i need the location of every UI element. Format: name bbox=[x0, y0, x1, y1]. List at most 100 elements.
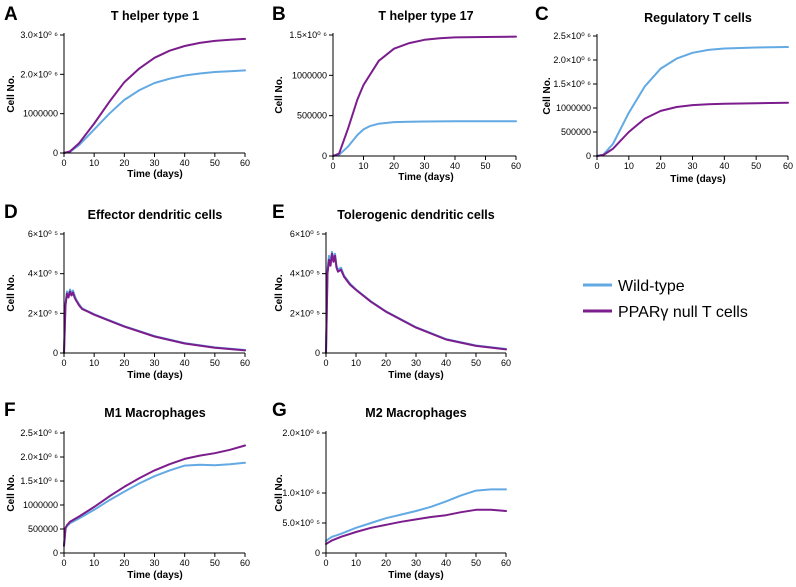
x-tick-label: 30 bbox=[419, 161, 429, 171]
y-axis-label: Cell No. bbox=[6, 75, 17, 112]
y-tick-label: 0 bbox=[53, 548, 58, 558]
y-axis-label: Cell No. bbox=[274, 274, 285, 311]
panel-m1-macrophages: F M1 Macrophages Time (days) Cell No. 0 1… bbox=[4, 400, 250, 581]
x-axis-label: Time (days) bbox=[670, 174, 725, 185]
series-line-wild-type bbox=[63, 461, 246, 547]
x-tick-label: 50 bbox=[751, 161, 761, 171]
x-tick-label: 20 bbox=[381, 558, 391, 568]
x-tick-label: 20 bbox=[119, 158, 129, 168]
series-line-ppar-null-t-cells bbox=[325, 252, 507, 354]
y-tick-label: 2.0×10⁰ ⁶ bbox=[553, 55, 591, 65]
series-line-ppar-null-t-cells bbox=[332, 35, 517, 157]
y-tick-label: 4×10⁰ ⁵ bbox=[28, 269, 58, 279]
x-axis-label: Time (days) bbox=[388, 570, 443, 581]
y-tick-label: 2.0×10⁰ ⁶ bbox=[20, 69, 58, 79]
y-tick-label: 2.0×10⁰ ⁶ bbox=[20, 452, 58, 462]
legend-label-wild-type: Wild-type bbox=[618, 278, 685, 295]
x-tick-label: 60 bbox=[501, 558, 511, 568]
panel-tolerogenic-dendritic-cells: E Tolerogenic dendritic cells Time (days… bbox=[272, 202, 511, 381]
y-axis-label: Cell No. bbox=[542, 77, 553, 114]
y-axis-label: Cell No. bbox=[6, 274, 17, 311]
series-line-wild-type bbox=[332, 120, 517, 157]
y-tick-label: 6×10⁰ ⁵ bbox=[28, 229, 58, 239]
x-tick-label: 20 bbox=[656, 161, 666, 171]
panel-letter: B bbox=[272, 4, 286, 25]
x-tick-label: 10 bbox=[89, 158, 99, 168]
y-tick-label: 3.0×10⁰ ⁶ bbox=[20, 30, 58, 40]
y-tick-label: 6×10⁰ ⁵ bbox=[290, 229, 320, 239]
panel-title: Regulatory T cells bbox=[644, 11, 752, 25]
panel-t-helper-type-1: A T helper type 1 Time (days) Cell No. 0… bbox=[4, 4, 250, 180]
y-tick-label: 500000 bbox=[28, 524, 58, 534]
legend-label-ppar-null: PPARγ null T cells bbox=[618, 304, 748, 321]
x-tick-label: 10 bbox=[89, 558, 99, 568]
panel-letter: C bbox=[535, 4, 549, 25]
x-tick-label: 0 bbox=[61, 358, 66, 368]
y-tick-label: 500000 bbox=[561, 127, 591, 137]
y-tick-label: 0 bbox=[53, 148, 58, 158]
panel-letter: G bbox=[272, 400, 287, 421]
x-tick-label: 0 bbox=[594, 161, 599, 171]
x-axis-label: Time (days) bbox=[127, 370, 182, 381]
x-tick-label: 30 bbox=[149, 158, 159, 168]
x-tick-label: 20 bbox=[119, 358, 129, 368]
x-tick-label: 30 bbox=[411, 558, 421, 568]
x-tick-label: 50 bbox=[210, 558, 220, 568]
y-tick-label: 1000000 bbox=[23, 109, 58, 119]
y-axis-label: Cell No. bbox=[6, 474, 17, 511]
x-tick-label: 50 bbox=[210, 358, 220, 368]
series-line-wild-type bbox=[63, 69, 246, 154]
y-tick-label: 0 bbox=[315, 348, 320, 358]
x-tick-label: 30 bbox=[149, 358, 159, 368]
panel-title: M1 Macrophages bbox=[104, 406, 205, 420]
x-tick-label: 40 bbox=[441, 558, 451, 568]
y-tick-label: 1000000 bbox=[23, 500, 58, 510]
x-axis-label: Time (days) bbox=[388, 370, 443, 381]
series-line-wild-type bbox=[596, 46, 789, 157]
x-tick-label: 50 bbox=[210, 158, 220, 168]
series-line-wild-type bbox=[325, 488, 507, 542]
y-tick-label: 1.5×10⁰ ⁶ bbox=[289, 30, 327, 40]
x-tick-label: 0 bbox=[61, 558, 66, 568]
panel-title: M2 Macrophages bbox=[365, 406, 466, 420]
x-tick-label: 10 bbox=[358, 161, 368, 171]
x-tick-label: 50 bbox=[471, 358, 481, 368]
x-tick-label: 10 bbox=[351, 558, 361, 568]
y-axis-label: Cell No. bbox=[274, 76, 285, 113]
y-tick-label: 0 bbox=[586, 151, 591, 161]
x-tick-label: 50 bbox=[471, 558, 481, 568]
x-tick-label: 40 bbox=[719, 161, 729, 171]
x-tick-label: 60 bbox=[783, 161, 793, 171]
x-tick-label: 60 bbox=[240, 158, 250, 168]
x-tick-label: 40 bbox=[180, 158, 190, 168]
panel-effector-dendritic-cells: D Effector dendritic cells Time (days) C… bbox=[4, 202, 250, 381]
panel-letter: F bbox=[4, 400, 16, 421]
x-tick-label: 60 bbox=[240, 558, 250, 568]
x-tick-label: 0 bbox=[323, 558, 328, 568]
x-tick-label: 40 bbox=[180, 558, 190, 568]
panel-title: T helper type 17 bbox=[378, 9, 473, 23]
y-tick-label: 5.0×10⁰ ⁵ bbox=[282, 518, 320, 528]
panel-regulatory-t-cells: C Regulatory T cells Time (days) Cell No… bbox=[535, 4, 793, 185]
x-tick-label: 60 bbox=[511, 161, 521, 171]
x-axis-label: Time (days) bbox=[398, 172, 453, 183]
y-tick-label: 0 bbox=[315, 548, 320, 558]
x-axis-label: Time (days) bbox=[127, 169, 182, 180]
x-tick-label: 10 bbox=[89, 358, 99, 368]
panel-letter: D bbox=[4, 202, 18, 223]
x-axis-label: Time (days) bbox=[127, 570, 182, 581]
legend: Wild-type PPARγ null T cells bbox=[583, 278, 748, 321]
series-line-wild-type bbox=[63, 288, 246, 354]
y-axis-label: Cell No. bbox=[274, 474, 285, 511]
panel-m2-macrophages: G M2 Macrophages Time (days) Cell No. 0 1… bbox=[272, 400, 511, 581]
panel-title: Effector dendritic cells bbox=[88, 208, 223, 222]
panel-letter: A bbox=[4, 4, 18, 25]
x-tick-label: 40 bbox=[180, 358, 190, 368]
x-tick-label: 10 bbox=[351, 358, 361, 368]
y-tick-label: 1.0×10⁰ ⁶ bbox=[282, 488, 320, 498]
series-line-wild-type bbox=[325, 250, 507, 354]
x-tick-label: 30 bbox=[687, 161, 697, 171]
series-line-ppar-null-t-cells bbox=[63, 37, 246, 154]
x-tick-label: 60 bbox=[240, 358, 250, 368]
